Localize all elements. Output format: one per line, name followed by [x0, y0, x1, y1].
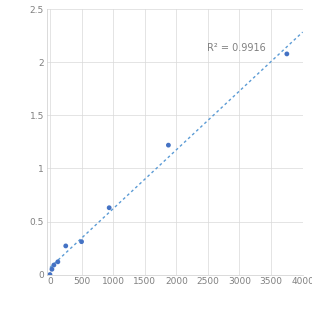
Text: R² = 0.9916: R² = 0.9916	[207, 43, 266, 53]
Point	[47, 272, 52, 277]
Point	[55, 259, 60, 264]
Point	[51, 262, 56, 267]
Point	[107, 205, 112, 210]
Point	[284, 51, 289, 56]
Point	[166, 143, 171, 148]
Point	[49, 267, 54, 272]
Point	[79, 239, 84, 244]
Point	[63, 243, 68, 248]
